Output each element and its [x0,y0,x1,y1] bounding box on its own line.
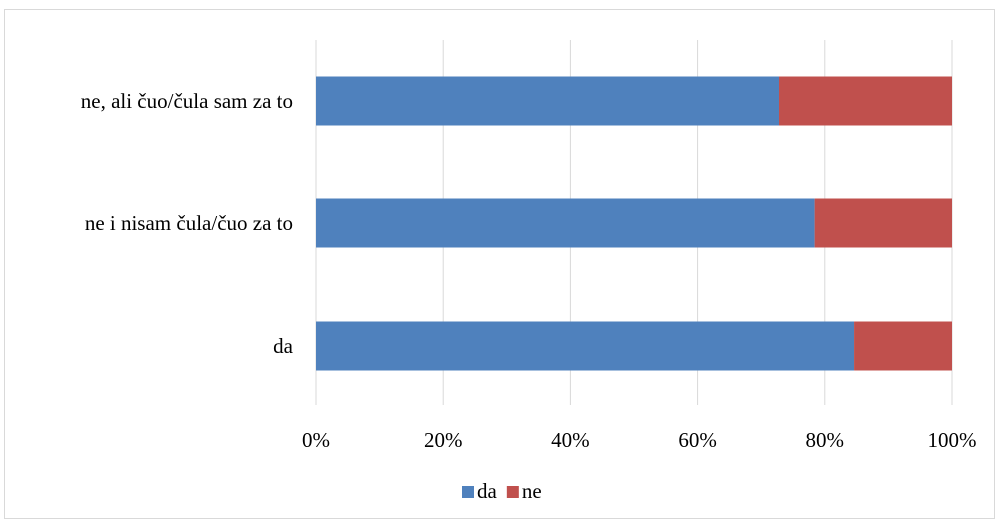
x-tick-label: 40% [551,428,590,452]
bar-da [316,76,780,126]
legend-swatch-da [462,486,474,498]
bar-ne [814,198,952,248]
x-tick-label: 80% [806,428,845,452]
category-label: da [273,334,294,358]
bar-da [316,321,855,371]
category-labels: ne, ali čuo/čula sam za to ne i nisam čul… [81,89,294,358]
bar-da [316,198,815,248]
x-tick-label: 100% [928,428,977,452]
bar-ne [779,76,952,126]
legend-label-da: da [477,479,498,503]
category-label: ne i nisam čula/čuo za to [85,211,293,235]
x-tick-labels: 0% 20% 40% 60% 80% 100% [302,428,977,452]
category-label: ne, ali čuo/čula sam za to [81,89,293,113]
x-tick-label: 60% [678,428,717,452]
x-tick-label: 0% [302,428,330,452]
legend: da ne [462,479,542,503]
bar-ne [854,321,952,371]
bars [316,76,952,371]
legend-label-ne: ne [522,479,542,503]
x-tick-label: 20% [424,428,463,452]
legend-swatch-ne [506,486,519,498]
